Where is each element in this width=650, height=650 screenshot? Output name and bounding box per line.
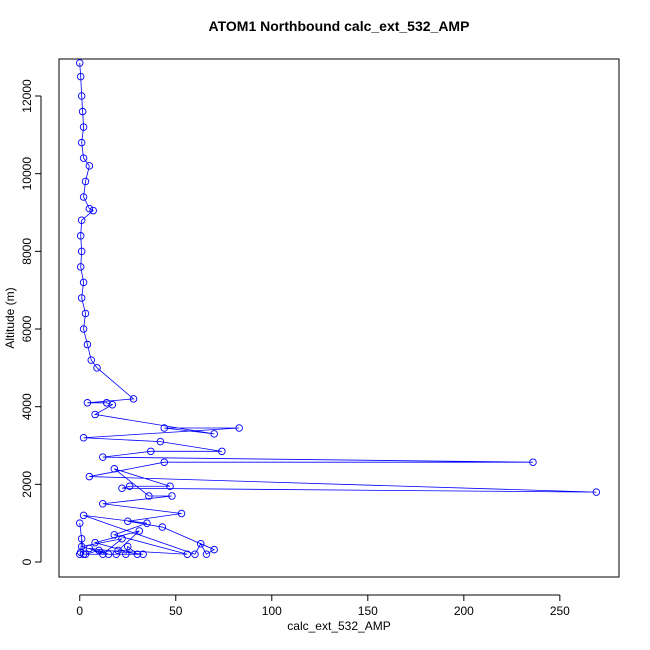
data-point: [160, 424, 168, 432]
data-point: [76, 72, 85, 81]
data-point: [592, 488, 601, 496]
data-point: [85, 544, 94, 553]
data-point: [85, 204, 94, 213]
data-point: [210, 545, 218, 554]
data-point: [196, 540, 205, 548]
data-point: [91, 538, 99, 547]
data-point: [139, 550, 147, 558]
data-point: [75, 519, 84, 527]
data-point: [124, 542, 132, 551]
data-point: [75, 550, 84, 558]
data-point: [77, 138, 86, 147]
data-point: [210, 430, 218, 438]
data-point: [77, 294, 86, 302]
y-tick-label: 4000: [20, 393, 34, 420]
data-point: [108, 400, 117, 409]
data-point: [122, 550, 130, 558]
x-tick-label: 100: [262, 604, 282, 618]
data-point: [191, 550, 199, 558]
data-point: [79, 154, 88, 162]
data-point: [81, 309, 90, 318]
data-point: [79, 511, 88, 520]
data-point: [77, 92, 86, 100]
data-point: [79, 433, 88, 442]
data-point: [79, 278, 88, 287]
data-point: [235, 424, 243, 432]
data-point: [143, 519, 151, 527]
y-tick-label: 6000: [20, 315, 34, 342]
data-point: [85, 472, 94, 481]
data-point: [78, 107, 87, 116]
data-point: [183, 550, 192, 558]
data-point: [135, 527, 144, 535]
data-point: [87, 356, 96, 364]
data-point: [177, 509, 186, 518]
y-axis-title: Altitude (m): [3, 287, 17, 348]
data-point: [77, 542, 86, 551]
data-point: [79, 325, 88, 333]
data-point: [79, 123, 88, 131]
x-tick-label: 50: [169, 604, 183, 618]
data-line: [79, 62, 597, 555]
data-point: [114, 546, 122, 555]
chart-title: ATOM1 Northbound calc_ext_532_AMP: [209, 18, 470, 34]
data-point: [99, 550, 107, 558]
data-point: [99, 500, 107, 508]
data-point: [81, 177, 90, 186]
data-point: [124, 517, 132, 525]
data-point: [156, 437, 165, 446]
data-point: [160, 458, 168, 466]
y-tick-label: 8000: [20, 238, 34, 265]
data-point: [145, 492, 153, 500]
data-point: [93, 364, 101, 372]
data-point: [118, 534, 126, 543]
data-point: [85, 162, 94, 170]
data-point: [129, 395, 138, 403]
y-tick-label: 12000: [20, 79, 34, 113]
data-point: [125, 482, 134, 491]
x-tick-label: 200: [454, 604, 474, 618]
data-point: [81, 550, 90, 558]
data-point: [202, 550, 211, 558]
data-point: [158, 523, 167, 531]
data-point: [166, 482, 174, 491]
data-point: [104, 550, 113, 558]
y-tick-label: 10000: [20, 157, 34, 191]
data-point: [76, 232, 85, 240]
data-point: [77, 216, 86, 225]
data-point: [118, 484, 126, 492]
y-tick-label: 2000: [20, 471, 34, 498]
x-tick-label: 250: [550, 604, 570, 618]
data-point: [83, 340, 92, 349]
data-point: [77, 534, 86, 543]
data-point: [79, 193, 88, 201]
data-point: [147, 447, 155, 456]
data-point: [168, 492, 176, 500]
x-tick-label: 0: [76, 604, 83, 618]
data-point: [91, 410, 99, 419]
plot-frame: [58, 58, 620, 578]
data-point: [75, 59, 84, 67]
x-axis-title: calc_ext_532_AMP: [287, 619, 390, 633]
data-point: [133, 550, 142, 558]
data-point: [110, 531, 119, 539]
data-point: [77, 247, 86, 256]
data-point: [95, 546, 103, 555]
data-point: [83, 399, 92, 407]
data-point: [110, 465, 119, 473]
data-point: [218, 447, 226, 456]
x-tick-label: 150: [358, 604, 378, 618]
y-tick-label: 0: [20, 558, 34, 565]
data-point: [99, 453, 107, 461]
data-point: [112, 550, 120, 558]
data-point: [529, 458, 537, 466]
data-point: [76, 263, 85, 271]
data-point: [89, 206, 97, 215]
